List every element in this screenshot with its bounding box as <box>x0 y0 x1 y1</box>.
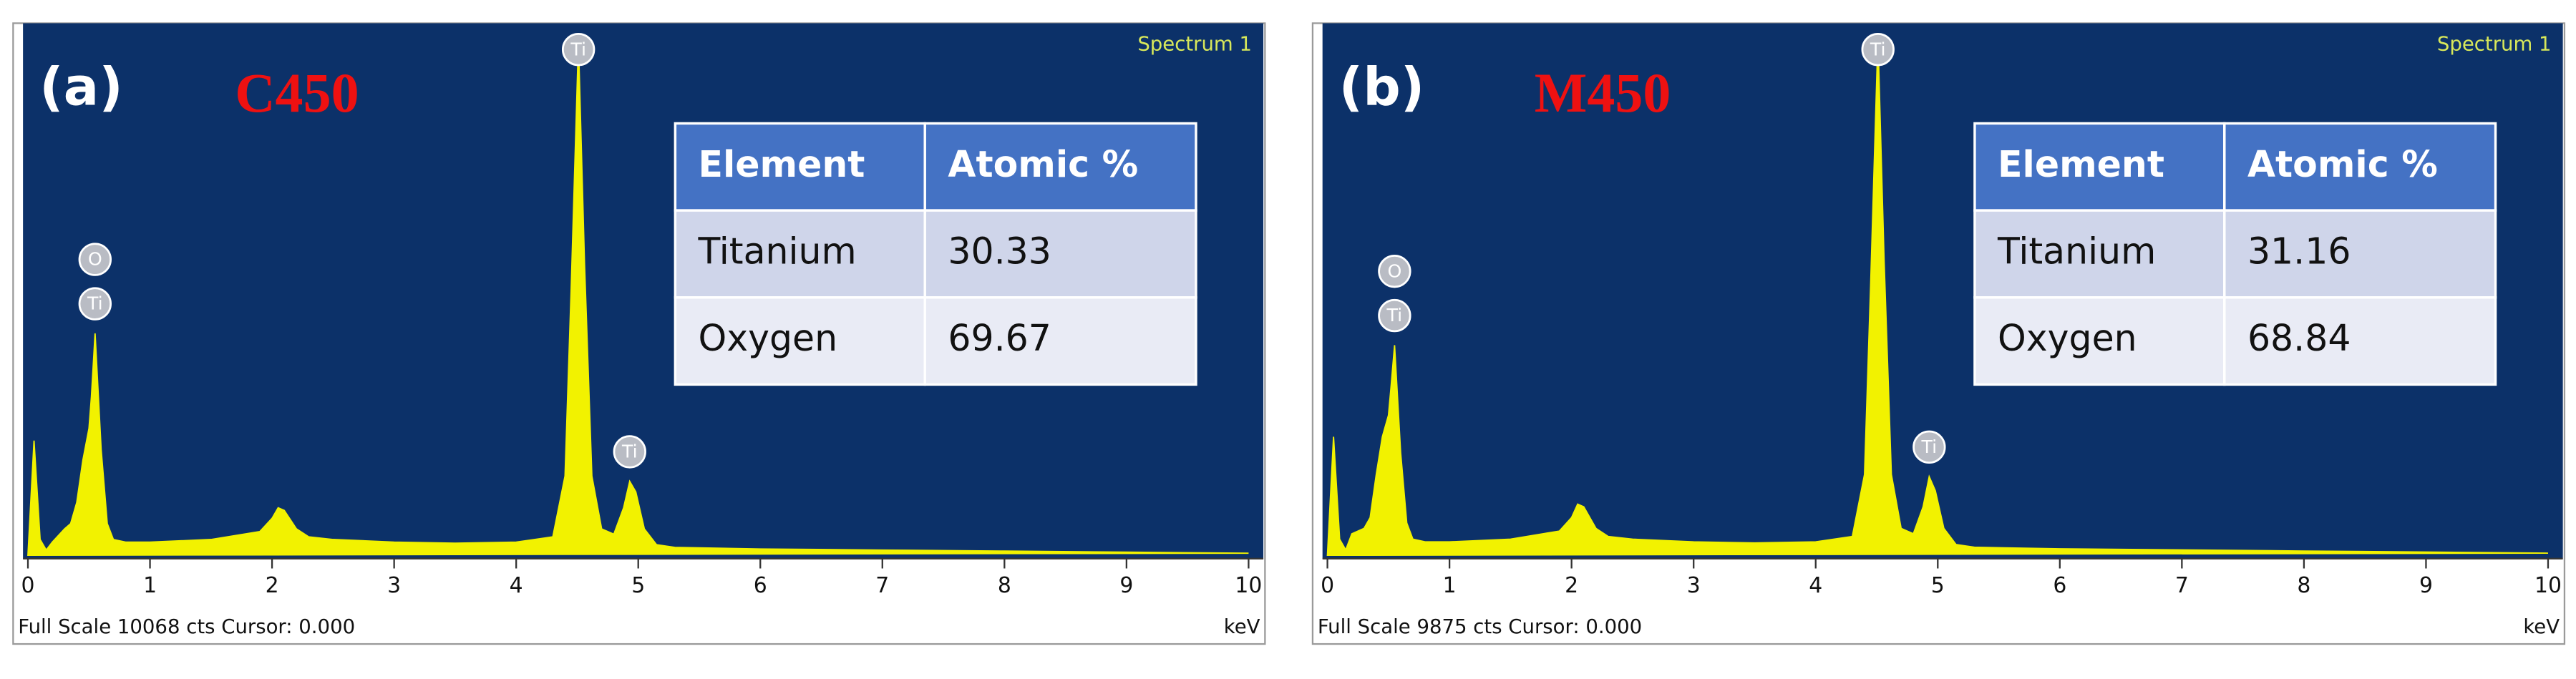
table-text: 30.33 <box>948 230 1051 272</box>
x-tick-label: 7 <box>875 573 889 598</box>
table-header: Atomic % <box>948 143 1138 185</box>
peak-marker <box>1378 254 1411 288</box>
x-tick-label: 2 <box>1565 573 1578 598</box>
spectrum-label: Spectrum 1 <box>1137 32 1252 55</box>
table-header-cell <box>2223 122 2497 212</box>
table-text: Oxygen <box>698 317 837 359</box>
x-tick-label: 4 <box>510 573 523 598</box>
table-cell <box>923 209 1197 299</box>
peak-label: Ti <box>621 441 638 462</box>
table-text: 68.84 <box>2247 317 2351 359</box>
table-header: Element <box>698 143 865 185</box>
x-tick-label: 0 <box>1321 573 1334 598</box>
chart-title: C450 <box>235 62 359 124</box>
panel-label: (a) <box>39 57 123 118</box>
table-cell <box>923 296 1197 386</box>
footer: Full Scale 10068 cts Cursor: 0.000 <box>18 615 355 638</box>
x-tick-label: 1 <box>1443 573 1457 598</box>
x-tick-label: 8 <box>998 573 1011 598</box>
footer: Full Scale 9875 cts Cursor: 0.000 <box>1318 615 1642 638</box>
peak-marker <box>1912 430 1946 464</box>
peak-label: O <box>88 249 102 270</box>
x-tick-label: 3 <box>387 573 401 598</box>
x-tick-label: 9 <box>2419 573 2433 598</box>
x-tick-label: 5 <box>1931 573 1945 598</box>
table-cell <box>2223 296 2497 386</box>
peak-marker <box>561 32 596 67</box>
x-tick-label: 6 <box>2053 573 2066 598</box>
peak-label: Ti <box>87 293 103 314</box>
x-label: keV <box>1224 615 1260 638</box>
peak-marker <box>613 435 646 469</box>
panel-label: (b) <box>1339 57 1425 118</box>
x-tick-label: 10 <box>1235 573 1262 598</box>
x-tick-label: 5 <box>631 573 645 598</box>
x-tick-label: 8 <box>2297 573 2310 598</box>
chart-title: M450 <box>1535 62 1671 124</box>
table-text: Oxygen <box>1998 317 2137 359</box>
x-tick-label: 2 <box>266 573 279 598</box>
table-text: 69.67 <box>948 317 1051 359</box>
spectrum-area <box>1326 38 2548 557</box>
peak-marker <box>78 287 112 321</box>
peak-label: Ti <box>1870 39 1886 59</box>
x-tick-label: 3 <box>1687 573 1701 598</box>
peak-marker <box>1861 32 1895 67</box>
peak-label: Ti <box>1921 436 1938 457</box>
x-label: keV <box>2523 615 2560 638</box>
table-text: Titanium <box>697 230 856 272</box>
table-text: Titanium <box>1997 230 2156 272</box>
x-tick-label: 7 <box>2175 573 2189 598</box>
table-text: 31.16 <box>2247 230 2351 272</box>
table-header: Element <box>1998 143 2164 185</box>
peak-marker <box>78 243 112 276</box>
x-tick-label: 0 <box>21 573 35 598</box>
peak-marker <box>1378 298 1411 333</box>
table-cell <box>1973 296 2226 386</box>
x-tick-label: 1 <box>143 573 157 598</box>
spectrum-label: Spectrum 1 <box>2437 32 2552 55</box>
x-tick-label: 4 <box>1809 573 1822 598</box>
spectrum-area <box>27 42 1249 557</box>
peak-label: Ti <box>1386 305 1403 326</box>
x-tick-label: 6 <box>754 573 767 598</box>
table-cell <box>674 296 926 386</box>
peak-label: O <box>1387 260 1401 281</box>
table-cell <box>2223 209 2497 299</box>
x-tick-label: 10 <box>2534 573 2562 598</box>
x-tick-label: 9 <box>1119 573 1133 598</box>
peak-label: Ti <box>570 39 586 59</box>
table-header: Atomic % <box>2247 143 2438 185</box>
